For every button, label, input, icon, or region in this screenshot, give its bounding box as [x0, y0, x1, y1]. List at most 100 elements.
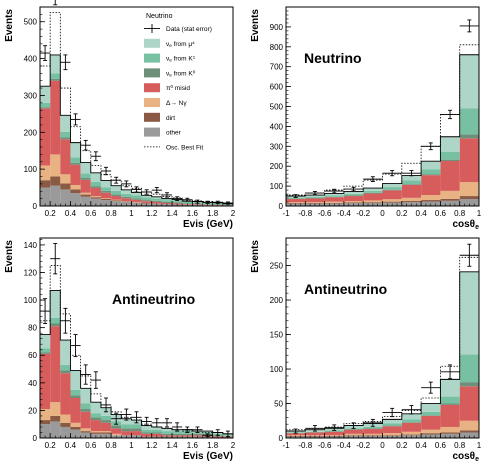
- bar-delta: [363, 200, 383, 203]
- bar-nue_k0: [172, 202, 183, 204]
- osc-best-fit-line: [40, 12, 233, 204]
- data-point: [382, 407, 402, 418]
- bar-dirt: [50, 415, 61, 422]
- bar-nue_k: [363, 190, 383, 193]
- bar-dirt: [459, 430, 479, 433]
- bar-nue_mu: [202, 431, 213, 433]
- bar-nue_k: [50, 318, 61, 324]
- panel-label: Antineutrino: [112, 291, 195, 307]
- data-point: [60, 307, 71, 334]
- bar-pi0: [141, 433, 152, 437]
- bar-nue_k0: [60, 370, 71, 374]
- bar-pi0: [100, 422, 112, 432]
- bar-pi0: [363, 193, 383, 201]
- panel-nubar_cos: 0 50 100 150 200 250 -1 -0.8 -0.6 -0.4 -0.2 0 0.2 0.4…: [250, 237, 482, 463]
- y-tick-label: 0: [279, 202, 284, 211]
- x-tick-label: -1: [282, 441, 290, 450]
- bar-delta: [421, 195, 441, 201]
- data-point: [50, 243, 61, 275]
- bar-nue_k: [60, 131, 71, 138]
- y-tick-label: 500: [270, 103, 284, 112]
- bar-nue_k0: [40, 352, 51, 354]
- y-tick-label: 60: [28, 351, 37, 360]
- y-tick-label: 200: [24, 128, 38, 137]
- x-tick-label: 0.8: [454, 209, 466, 218]
- bar-nue_mu: [90, 402, 101, 414]
- bar-delta: [343, 201, 364, 203]
- bar-pi0: [459, 386, 479, 421]
- bar-pi0: [141, 201, 152, 204]
- x-tick-label: 0.2: [45, 441, 57, 450]
- bar-other: [440, 200, 460, 206]
- y-tick-label: 0: [279, 434, 284, 443]
- bar-delta: [401, 197, 422, 202]
- x-axis-title: Evis (GeV): [183, 219, 233, 230]
- bar-nue_k0: [151, 200, 162, 202]
- data-point: [151, 187, 162, 194]
- bar-nue_k0: [100, 190, 112, 193]
- bar-nue_mu: [440, 379, 460, 397]
- bar-nue_k: [305, 196, 325, 199]
- data-point: [343, 422, 364, 429]
- legend-label: Data (stat error): [166, 26, 212, 33]
- bar-pi0: [80, 411, 91, 429]
- x-tick-label: -1: [282, 209, 290, 218]
- data-point: [459, 243, 479, 267]
- bar-nue_k0: [382, 189, 402, 191]
- bar-nue_k0: [50, 323, 61, 327]
- bar-pi0: [131, 431, 142, 436]
- data-point: [172, 422, 183, 432]
- bar-pi0: [305, 198, 325, 203]
- bar-pi0: [382, 190, 402, 200]
- bar-nue_k0: [343, 429, 364, 430]
- data-point: [53, 0, 58, 6]
- bar-nue_k0: [192, 433, 203, 436]
- legend-item-pi0: π0 misid: [144, 83, 190, 93]
- legend-label: Δ→ Nγ: [166, 100, 187, 107]
- x-tick-label: 1.8: [207, 209, 219, 218]
- bar-nue_mu: [161, 198, 173, 201]
- bar-nue_k: [161, 200, 173, 202]
- bar-nue_k0: [401, 184, 422, 185]
- legend-label: νe from K0: [166, 70, 196, 78]
- bar-dirt: [421, 433, 441, 435]
- bar-dirt: [70, 426, 81, 430]
- bar-nue_mu: [70, 142, 81, 158]
- bar-pi0: [440, 161, 460, 191]
- x-tick-label: 0.2: [396, 441, 408, 450]
- legend-swatch: [144, 83, 160, 93]
- x-tick-label: 1: [477, 441, 482, 450]
- bar-delta: [90, 431, 101, 433]
- bar-nue_k: [459, 108, 479, 135]
- bar-nue_k0: [440, 403, 460, 405]
- bar-nue_mu: [141, 195, 152, 198]
- bar-nue_mu: [111, 185, 122, 191]
- bar-dirt: [324, 202, 344, 204]
- bar-delta: [343, 433, 364, 436]
- bar-pi0: [90, 420, 101, 432]
- y-tick-label: 400: [24, 55, 38, 64]
- x-tick-label: 0.6: [435, 209, 447, 218]
- bar-nue_mu: [421, 403, 441, 412]
- legend-label: π0 misid: [166, 84, 190, 92]
- data-point: [141, 189, 152, 195]
- bar-nue_mu: [141, 425, 152, 430]
- bar-nue_k: [70, 389, 81, 396]
- bar-delta: [60, 174, 71, 184]
- data-point: [343, 186, 364, 192]
- bar-pi0: [324, 431, 344, 436]
- bar-dirt: [80, 431, 91, 433]
- data-point: [60, 54, 71, 71]
- data-point: [80, 139, 91, 151]
- bar-dirt: [111, 200, 122, 202]
- bar-dirt: [50, 176, 61, 186]
- legend-label: Osc. Best Fit: [166, 144, 203, 151]
- x-tick-label: -0.4: [337, 209, 351, 218]
- panel-label: Antineutrino: [304, 281, 387, 297]
- bar-nue_mu: [382, 419, 402, 424]
- x-tick-label: 0.8: [106, 441, 118, 450]
- data-point: [324, 424, 344, 431]
- bar-delta: [80, 428, 91, 432]
- y-tick-label: 700: [270, 63, 284, 72]
